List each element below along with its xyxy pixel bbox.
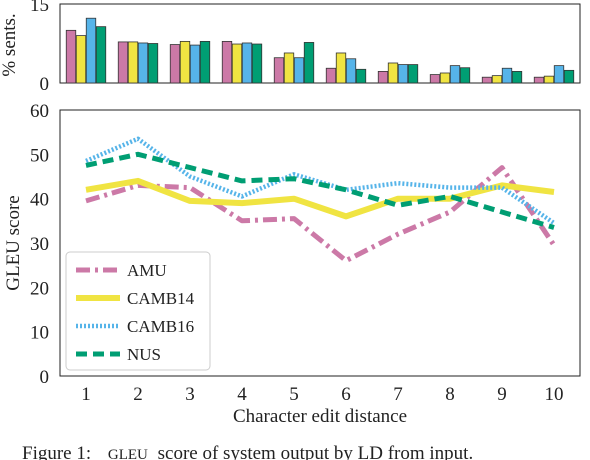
- bar-nus-1: [95, 26, 107, 84]
- line-x-tick-8: 8: [445, 384, 455, 405]
- bar-camb14-8: [439, 72, 451, 84]
- line-camb14: [85, 177, 555, 220]
- line-x-tick-10: 10: [545, 384, 564, 405]
- bar-camb14-4: [231, 43, 243, 84]
- bar-amu-1: [65, 29, 77, 84]
- bar-nus-9: [511, 71, 523, 84]
- legend-items: AMU CAMB14 CAMB16 NUS: [76, 261, 195, 364]
- bar-camb14-5: [283, 52, 295, 84]
- line-y-tick-0: 0: [40, 367, 50, 388]
- line-x-tick-4: 4: [237, 384, 247, 405]
- bar-amu-5: [273, 57, 285, 84]
- caption-smallcaps: GLEU: [108, 447, 148, 460]
- bar-amu-2: [117, 41, 129, 84]
- bar-camb14-1: [75, 35, 87, 84]
- line-x-ticks: 1 2 3 4 5 6 7 8 9 10: [81, 384, 563, 405]
- bar-nus-3: [199, 40, 211, 84]
- bar-amu-10: [533, 76, 545, 84]
- line-x-tick-6: 6: [341, 384, 351, 405]
- line-x-tick-1: 1: [81, 384, 91, 405]
- bar-amu-4: [221, 40, 233, 84]
- line-x-axis-label: Character edit distance: [233, 406, 407, 427]
- bar-nus-7: [407, 64, 419, 84]
- line-x-tick-7: 7: [393, 384, 403, 405]
- line-chart: 0 10 20 30 40 50 60 1 2 3 4 5 6 7 8 9 10 GLEU score Cha…: [3, 101, 581, 427]
- bar-camb16-4: [241, 42, 253, 84]
- bar-marks: [65, 17, 575, 84]
- caption-prefix: Figure 1:: [22, 443, 91, 460]
- bar-camb16-3: [189, 44, 201, 84]
- bar-nus-4: [251, 43, 263, 84]
- line-amu: [85, 165, 557, 264]
- bar-chart: 0 15 % sents.: [0, 0, 581, 95]
- bar-camb14-2: [127, 41, 139, 84]
- line-x-tick-5: 5: [289, 384, 299, 405]
- line-y-tick-50: 50: [30, 145, 49, 166]
- line-y-tick-60: 60: [30, 101, 49, 122]
- legend-label-camb16: CAMB16: [127, 317, 194, 336]
- caption-rest: score of system output by LD from input.: [158, 443, 474, 460]
- bar-amu-6: [325, 67, 337, 84]
- line-x-tick-2: 2: [133, 384, 143, 405]
- bar-camb14-6: [335, 52, 347, 84]
- bar-camb16-9: [501, 67, 513, 84]
- bar-nus-8: [459, 67, 471, 84]
- bar-y-ticks: 0 15: [30, 0, 49, 95]
- bar-camb14-7: [387, 62, 399, 84]
- line-y-tick-20: 20: [30, 278, 49, 299]
- bar-y-axis-label: % sents.: [0, 13, 20, 76]
- line-y-axis-label: GLEU score: [3, 195, 24, 291]
- legend: AMU CAMB14 CAMB16 NUS: [65, 251, 211, 371]
- line-y-tick-40: 40: [30, 190, 49, 211]
- bar-y-tick-15: 15: [30, 0, 49, 16]
- bar-nus-2: [147, 43, 159, 84]
- bar-camb16-6: [345, 58, 357, 84]
- bar-amu-3: [169, 44, 181, 84]
- line-chart-frame: [59, 109, 581, 377]
- bar-camb16-5: [293, 57, 305, 84]
- legend-label-nus: NUS: [127, 345, 161, 364]
- line-y-ticks: 0 10 20 30 40 50 60: [30, 101, 49, 388]
- line-x-tick-3: 3: [185, 384, 195, 405]
- legend-box: [65, 251, 211, 371]
- bar-camb16-2: [137, 42, 149, 84]
- bar-nus-5: [303, 42, 315, 84]
- bar-y-tick-0: 0: [40, 74, 50, 95]
- line-nus: [85, 151, 555, 230]
- line-y-tick-10: 10: [30, 323, 49, 344]
- bar-amu-7: [377, 71, 389, 84]
- legend-label-camb14: CAMB14: [127, 289, 195, 308]
- line-y-tick-30: 30: [30, 234, 49, 255]
- bar-camb16-7: [397, 64, 409, 84]
- bar-camb16-8: [449, 65, 461, 84]
- bar-amu-8: [429, 74, 441, 84]
- legend-label-amu: AMU: [127, 261, 167, 280]
- figure-caption: Figure 1: GLEU score of system output by…: [22, 443, 473, 460]
- bar-camb14-10: [543, 75, 555, 84]
- bar-amu-9: [481, 76, 493, 84]
- line-marks: [85, 136, 557, 264]
- bar-nus-10: [563, 69, 575, 84]
- bar-camb14-9: [491, 75, 503, 84]
- bar-chart-frame: [59, 3, 581, 84]
- bar-camb16-1: [85, 17, 97, 84]
- bar-nus-6: [355, 68, 367, 84]
- line-x-tick-9: 9: [497, 384, 507, 405]
- bar-camb14-3: [179, 40, 191, 84]
- bar-camb16-10: [553, 65, 565, 84]
